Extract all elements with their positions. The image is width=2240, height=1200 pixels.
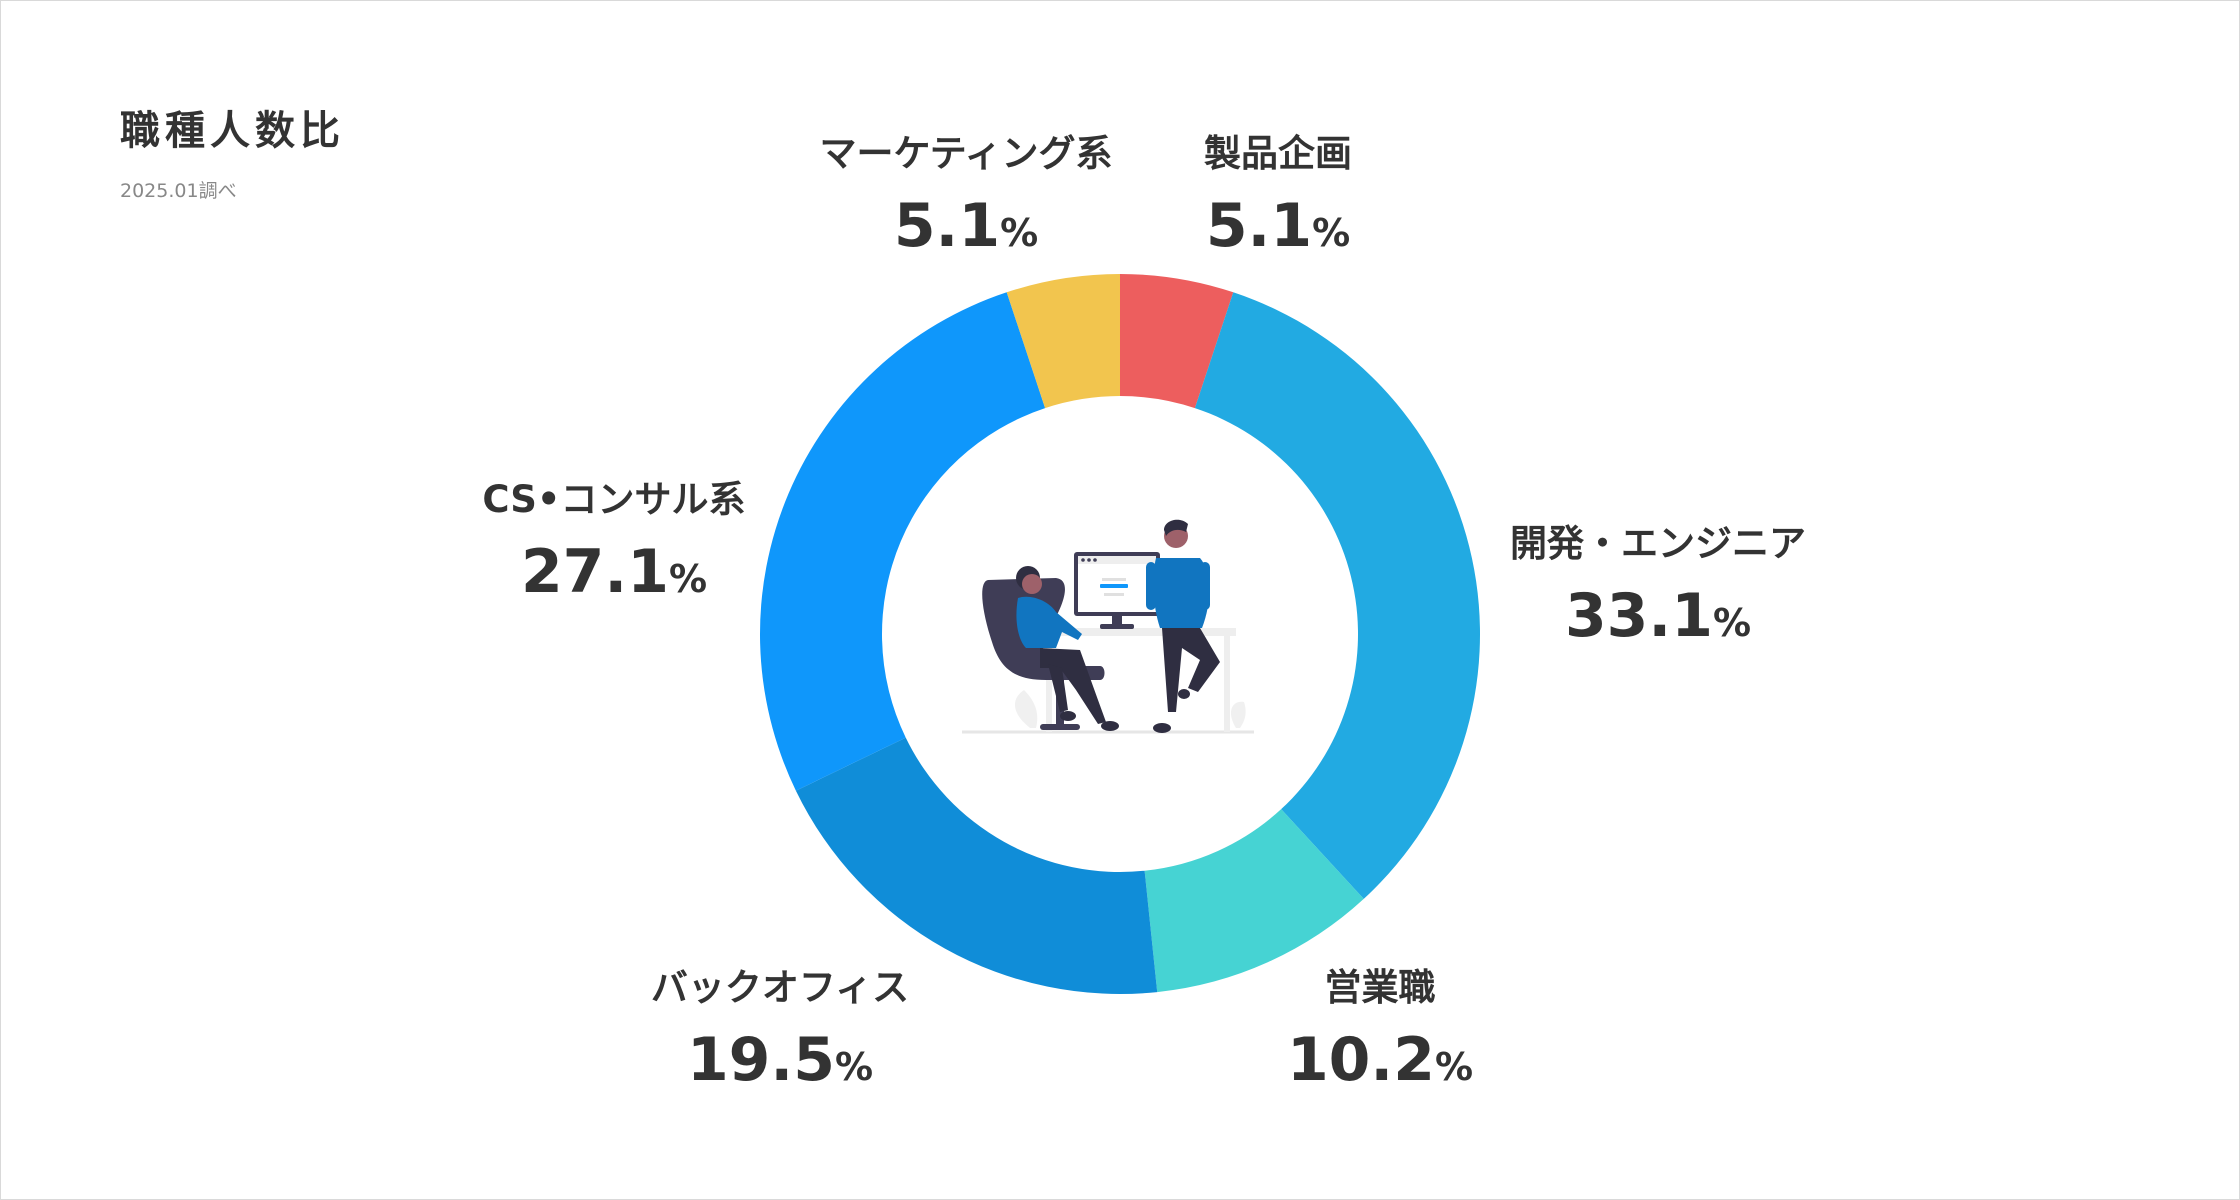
donut-slice [1006, 274, 1120, 409]
chart-subtitle: 2025.01調べ [120, 180, 237, 202]
slice-percent-label: 5.1% [894, 191, 1038, 261]
donut-slice [1144, 809, 1364, 993]
slice-category-label: マーケティング系 [819, 132, 1112, 175]
slice-labels: 製品企画 5.1% 開発・エンジニア 33.1% 営業職 10.2% バックオフィス 19.5… [482, 132, 1806, 1095]
slice-percent-label: 27.1% [521, 537, 707, 607]
slice-percent-label: 10.2% [1287, 1025, 1473, 1095]
slice-percent-label: 33.1% [1565, 581, 1751, 651]
office-illustration-icon [962, 519, 1254, 734]
slice-percent-label: 19.5% [687, 1025, 873, 1095]
donut-slice [760, 292, 1046, 791]
donut-slice [1120, 274, 1234, 409]
slice-percent-label: 5.1% [1206, 191, 1350, 261]
donut-slices [760, 274, 1480, 994]
slice-category-label: 営業職 [1325, 966, 1436, 1009]
slice-category-label: CS•コンサル系 [482, 478, 745, 521]
slice-category-label: 製品企画 [1204, 132, 1352, 175]
slice-category-label: 開発・エンジニア [1510, 522, 1806, 565]
slice-category-label: バックオフィス [651, 966, 909, 1009]
donut-slice [795, 737, 1158, 994]
donut-slice [1194, 292, 1480, 899]
chart-title: 職種人数比 [120, 108, 345, 154]
